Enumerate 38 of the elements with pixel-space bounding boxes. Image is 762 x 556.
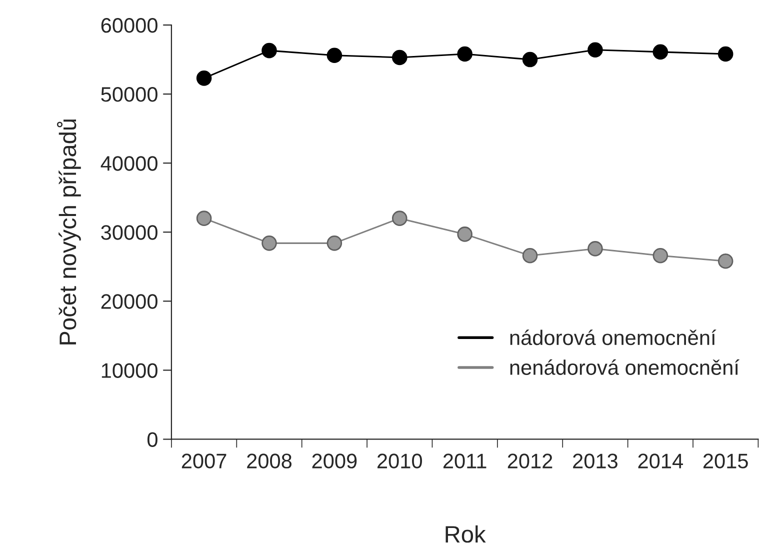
point — [457, 46, 472, 62]
y-tick-label: 20000 — [101, 294, 158, 309]
point — [392, 210, 408, 226]
y-axis-title: Počet nových případů — [56, 120, 81, 344]
point — [652, 248, 668, 264]
legend-label: nádorová onemocnění — [510, 330, 716, 346]
x-tick-label: 2014 — [638, 454, 683, 468]
x-tick-label: 2007 — [182, 454, 226, 468]
point — [326, 48, 342, 64]
y-tick-label: 60000 — [101, 18, 158, 33]
x-tick-label: 2009 — [312, 454, 357, 468]
y-tick-label: 30000 — [101, 225, 158, 240]
point — [522, 248, 538, 264]
y-tick-label: 0 — [147, 432, 158, 447]
y-tick-label: 10000 — [102, 363, 158, 378]
point — [196, 70, 212, 86]
x-tick-label: 2013 — [573, 454, 618, 468]
point — [588, 42, 603, 58]
point — [652, 44, 668, 60]
point — [588, 241, 603, 256]
point — [718, 253, 734, 269]
x-tick-label: 2011 — [443, 454, 486, 468]
point — [262, 42, 277, 58]
point — [522, 52, 538, 68]
y-tick-label: 50000 — [101, 87, 158, 102]
x-tick-label: 2010 — [378, 454, 422, 468]
x-tick-label: 2008 — [247, 454, 292, 468]
point — [392, 50, 408, 66]
y-tick-label: 40000 — [100, 156, 158, 171]
x-tick-label: 2012 — [508, 454, 552, 468]
point — [196, 210, 212, 226]
point — [262, 236, 277, 251]
x-axis-title: Rok — [446, 525, 486, 543]
legend-label: nenádorová onemocnění — [510, 359, 740, 375]
x-tick-label: 2015 — [703, 454, 748, 468]
point — [718, 46, 734, 62]
point — [326, 236, 342, 251]
point — [457, 226, 472, 242]
